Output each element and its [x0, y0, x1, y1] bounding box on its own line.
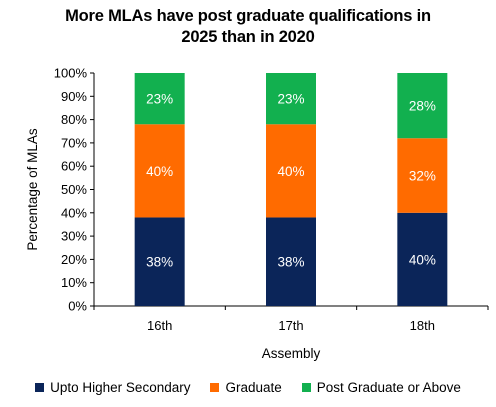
x-tick-label: 18th: [410, 318, 435, 333]
x-axis-title: Assembly: [262, 346, 321, 361]
bar-segment-17th-1: [266, 217, 316, 306]
y-tick-label: 60%: [61, 159, 87, 174]
y-tick-label: 10%: [61, 275, 87, 290]
bar-data-label: 38%: [146, 255, 173, 270]
chart-legend: Upto Higher Secondary Graduate Post Gradua…: [0, 380, 496, 395]
legend-item: Post Graduate or Above: [301, 380, 461, 395]
legend-swatch: [301, 383, 311, 392]
bar-data-label: 23%: [146, 92, 173, 107]
bar-segment-16th-2: [134, 124, 185, 218]
bar-data-label: 40%: [146, 164, 173, 179]
y-tick-label: 20%: [61, 252, 87, 267]
x-tick-label: 17th: [278, 318, 303, 333]
bar-segment-18th-2: [397, 138, 448, 213]
legend-swatch: [35, 383, 45, 392]
legend-label: Graduate: [225, 380, 282, 395]
y-tick-label: 70%: [61, 135, 87, 150]
y-tick-label: 50%: [61, 182, 87, 197]
chart-title-line-2: 2025 than in 2020: [181, 28, 315, 46]
bar-data-label: 40%: [277, 164, 304, 179]
bar-data-label: 23%: [277, 92, 304, 107]
y-tick-label: 30%: [61, 229, 87, 244]
chart-title-line-1: More MLAs have post graduate qualificati…: [65, 7, 431, 25]
bar-segment-16th-1: [134, 217, 185, 306]
bar-segment-18th-3: [397, 73, 448, 139]
legend-label: Upto Higher Secondary: [50, 380, 191, 395]
legend-item: Graduate: [210, 380, 282, 395]
y-tick-label: 80%: [61, 112, 87, 127]
y-tick-label: 40%: [61, 205, 87, 220]
y-tick-label: 0%: [68, 299, 87, 314]
y-tick-label: 100%: [54, 66, 88, 81]
bar-segment-18th-1: [397, 212, 448, 306]
bar-data-label: 38%: [277, 255, 304, 270]
y-axis-title: Percentage of MLAs: [25, 128, 40, 251]
bar-segment-16th-3: [134, 73, 185, 125]
legend-item: Upto Higher Secondary: [35, 380, 190, 395]
bar-data-label: 28%: [409, 99, 436, 114]
bar-data-label: 32%: [409, 169, 436, 184]
legend-label: Post Graduate or Above: [316, 380, 461, 395]
x-tick-label: 16th: [147, 318, 172, 333]
bar-segment-17th-2: [266, 124, 316, 218]
bar-data-label: 40%: [409, 252, 436, 267]
chart-title: More MLAs have post graduate qualificati…: [0, 6, 496, 48]
y-tick-label: 90%: [61, 89, 87, 104]
bar-segment-17th-3: [266, 73, 316, 125]
legend-swatch: [210, 383, 220, 392]
